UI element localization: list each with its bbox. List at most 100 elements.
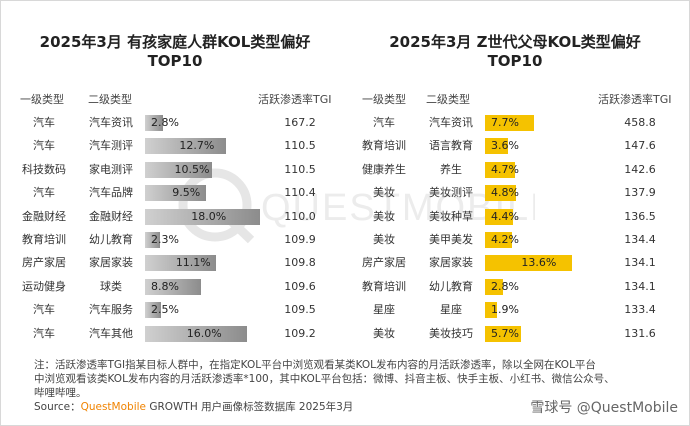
- chart-row: 教育培训 幼儿教育 2.8% 134.1: [350, 276, 680, 298]
- chart-row: 教育培训 幼儿教育 2.3% 109.9: [10, 229, 340, 251]
- primary-type-label: 汽车: [33, 186, 55, 200]
- tgi-value: 167.2: [284, 116, 316, 129]
- bar: [145, 161, 213, 178]
- panel-title: 2025年3月 Z世代父母KOL类型偏好 TOP10: [350, 33, 680, 71]
- tgi-value: 109.8: [284, 256, 316, 270]
- bar-value-label: 8.8%: [151, 279, 179, 293]
- source-brand: QuestMobile: [80, 401, 146, 413]
- tgi-value: 142.6: [624, 162, 656, 176]
- secondary-type-label: 汽车资讯: [429, 116, 473, 129]
- primary-type-label: 汽车: [33, 116, 55, 129]
- primary-type-label: 汽车: [33, 303, 55, 317]
- footnote-line: 哔哩哔哩。: [34, 387, 87, 399]
- panel-gen-z-parents: 2025年3月 Z世代父母KOL类型偏好 TOP10 一级类型 二级类型 活跃渗…: [350, 0, 680, 350]
- bar: [485, 208, 514, 225]
- header-tgi: 活跃渗透率TGI: [258, 93, 332, 106]
- secondary-type-label: 养生: [440, 162, 462, 176]
- bar-value-label: 1.9%: [491, 303, 519, 317]
- bar: [485, 138, 508, 155]
- chart-row: 汽车 汽车资讯 7.7% 458.8: [350, 112, 680, 134]
- secondary-type-label: 汽车其他: [89, 326, 133, 340]
- chart-row: 汽车 汽车其他 16.0% 109.2: [10, 323, 340, 345]
- tgi-value: 133.4: [624, 303, 656, 317]
- bar-value-label: 13.6%: [521, 256, 557, 270]
- chart-subtitle: TOP10: [147, 52, 203, 70]
- chart-row: 房产家居 家居家装 11.1% 109.8: [10, 252, 340, 274]
- chart-row: 科技数码 家电测评 10.5% 110.5: [10, 159, 340, 181]
- secondary-type-label: 星座: [440, 303, 462, 317]
- primary-type-label: 健康养生: [362, 162, 406, 176]
- secondary-type-label: 美甲美发: [429, 233, 473, 246]
- source-rest: GROWTH 用户画像标签数据库 2025年3月: [146, 401, 354, 413]
- chart-row: 美妆 美妆种草 4.4% 136.5: [350, 206, 680, 228]
- tgi-value: 109.6: [284, 279, 316, 293]
- primary-type-label: 美妆: [373, 326, 395, 340]
- chart-title: 2025年3月 有孩家庭人群KOL类型偏好: [39, 33, 311, 51]
- tgi-value: 147.6: [624, 139, 656, 153]
- chart-row: 美妆 美甲美发 4.2% 134.4: [350, 229, 680, 251]
- tgi-value: 110.5: [284, 139, 316, 153]
- primary-type-label: 美妆: [373, 209, 395, 223]
- chart-row: 星座 星座 1.9% 133.4: [350, 299, 680, 321]
- tgi-value: 109.5: [284, 303, 316, 317]
- panel-title: 2025年3月 有孩家庭人群KOL类型偏好 TOP10: [10, 33, 340, 71]
- bar-value-label: 10.5%: [174, 162, 210, 176]
- header-primary-type: 一级类型: [362, 93, 406, 106]
- header-secondary-type: 二级类型: [88, 93, 132, 106]
- secondary-type-label: 球类: [100, 279, 122, 293]
- primary-type-label: 房产家居: [362, 256, 406, 270]
- tgi-value: 134.4: [624, 233, 656, 246]
- primary-type-label: 教育培训: [362, 279, 406, 293]
- primary-type-label: 美妆: [373, 186, 395, 200]
- chart-row: 教育培训 语言教育 3.6% 147.6: [350, 135, 680, 157]
- chart-row: 汽车 汽车资讯 2.8% 167.2: [10, 112, 340, 134]
- panel-parent-households: 2025年3月 有孩家庭人群KOL类型偏好 TOP10 一级类型 二级类型 活跃…: [10, 0, 340, 350]
- chart-row: 房产家居 家居家装 13.6% 134.1: [350, 252, 680, 274]
- tgi-value: 134.1: [624, 256, 656, 270]
- footnote-line: 注：活跃渗透率TGI指某目标人群中，在指定KOL平台中浏览观看某类KOL发布内容…: [34, 359, 596, 371]
- bar-value-label: 2.5%: [151, 303, 179, 317]
- chart-row: 汽车 汽车品牌 9.5% 110.4: [10, 182, 340, 204]
- bar-value-label: 12.7%: [179, 139, 215, 153]
- secondary-type-label: 美妆种草: [429, 209, 473, 223]
- header-tgi: 活跃渗透率TGI: [598, 93, 672, 106]
- header-secondary-type: 二级类型: [426, 93, 470, 106]
- bar: [145, 208, 260, 225]
- primary-type-label: 星座: [373, 303, 395, 317]
- primary-type-label: 运动健身: [22, 279, 66, 293]
- bar: [485, 161, 516, 178]
- bar: [485, 232, 512, 248]
- chart-row: 美妆 美妆测评 4.8% 137.9: [350, 182, 680, 204]
- secondary-type-label: 汽车品牌: [89, 186, 133, 200]
- bar: [145, 232, 160, 248]
- secondary-type-label: 家居家装: [429, 256, 473, 270]
- bar: [145, 138, 227, 155]
- corner-watermark: 雪球号 @QuestMobile: [530, 400, 678, 416]
- tgi-value: 109.2: [284, 326, 316, 340]
- bar-value-label: 4.7%: [491, 162, 519, 176]
- header-primary-type: 一级类型: [20, 93, 64, 106]
- bar-value-label: 16.0%: [186, 326, 222, 340]
- tgi-value: 110.4: [284, 186, 316, 200]
- tgi-value: 136.5: [624, 209, 656, 223]
- bar-value-label: 4.2%: [491, 233, 519, 246]
- bar-value-label: 3.6%: [491, 139, 519, 153]
- bar: [485, 255, 572, 272]
- secondary-type-label: 幼儿教育: [429, 279, 473, 293]
- bar-value-label: 5.7%: [491, 326, 519, 340]
- primary-type-label: 教育培训: [362, 139, 406, 153]
- primary-type-label: 金融财经: [22, 209, 66, 223]
- bar-value-label: 18.0%: [191, 209, 227, 223]
- bar: [145, 255, 216, 272]
- bar: [485, 185, 516, 202]
- primary-type-label: 房产家居: [22, 256, 66, 270]
- bar-value-label: 4.8%: [491, 186, 519, 200]
- tgi-value: 110.5: [284, 162, 316, 176]
- bar-value-label: 7.7%: [491, 116, 519, 129]
- primary-type-label: 教育培训: [22, 233, 66, 246]
- secondary-type-label: 幼儿教育: [89, 233, 133, 246]
- secondary-type-label: 美妆技巧: [429, 326, 473, 340]
- chart-row: 金融财经 金融财经 18.0% 110.0: [10, 206, 340, 228]
- primary-type-label: 汽车: [373, 116, 395, 129]
- bar-value-label: 11.1%: [175, 256, 211, 270]
